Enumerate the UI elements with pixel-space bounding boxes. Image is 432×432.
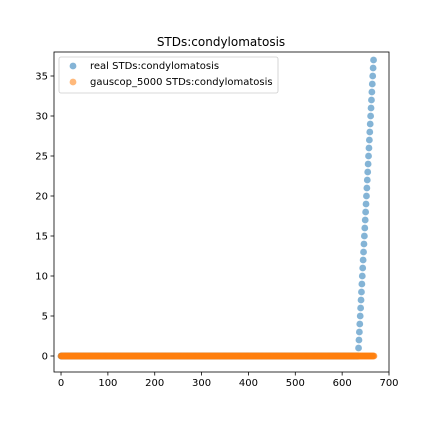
legend-marker-gauscop <box>69 78 77 86</box>
data-point <box>356 312 364 320</box>
data-point <box>370 352 378 360</box>
data-point <box>359 264 367 272</box>
data-point <box>365 152 372 160</box>
data-point <box>359 256 367 264</box>
legend-box <box>58 56 279 94</box>
y-tick-label: 35 <box>35 72 48 83</box>
x-tick-label: 500 <box>286 378 305 389</box>
data-point <box>361 216 369 224</box>
y-tick-label: 0 <box>42 352 48 363</box>
data-point <box>366 120 374 128</box>
data-point <box>355 336 363 344</box>
data-point <box>366 128 374 136</box>
data-point <box>361 224 369 232</box>
series-1 <box>57 352 378 360</box>
plot-frame <box>53 51 390 373</box>
y-tick-label: 30 <box>35 112 48 123</box>
y-tick-label: 10 <box>35 272 48 283</box>
x-tick-label: 200 <box>145 378 164 389</box>
y-axis: 0 5 10 15 20 25 30 35 <box>35 72 54 363</box>
data-point <box>355 344 362 352</box>
data-point <box>365 144 373 152</box>
data-point <box>370 56 377 64</box>
data-point <box>365 136 373 144</box>
data-point <box>357 296 365 304</box>
x-tick-label: 600 <box>333 378 352 389</box>
data-point <box>360 232 368 240</box>
data-point <box>369 64 377 72</box>
data-point <box>369 72 377 80</box>
y-tick-label: 15 <box>35 232 48 243</box>
data-point <box>360 240 368 248</box>
y-tick-label: 20 <box>35 192 48 203</box>
data-point <box>363 192 370 200</box>
x-axis: 0 100 200 300 400 500 600 700 <box>58 372 399 389</box>
data-point <box>368 88 376 96</box>
x-tick-label: 700 <box>379 378 398 389</box>
legend-marker-real <box>69 62 77 70</box>
data-point <box>364 160 372 168</box>
legend-label-real: real STDs:condylomatosis <box>90 61 219 72</box>
data-point <box>358 280 366 288</box>
data-point <box>356 320 364 328</box>
data-point <box>368 96 375 104</box>
data-point <box>363 184 371 192</box>
data-point <box>368 80 376 88</box>
data-point <box>367 112 375 120</box>
x-tick-label: 300 <box>192 378 211 389</box>
data-point <box>355 328 363 336</box>
x-tick-label: 100 <box>98 378 117 389</box>
data-point <box>362 200 370 208</box>
x-tick-label: 0 <box>58 378 64 389</box>
data-point <box>364 168 372 176</box>
y-tick-label: 5 <box>42 312 48 323</box>
chart-title: STDs:condylomatosis <box>157 35 285 49</box>
x-tick-label: 400 <box>239 378 258 389</box>
data-point <box>357 304 365 312</box>
data-point <box>362 208 370 216</box>
data-point <box>367 104 375 112</box>
data-point <box>363 176 371 184</box>
legend: real STDs:condylomatosis gauscop_5000 ST… <box>58 56 279 94</box>
data-point <box>358 272 366 280</box>
legend-label-gauscop: gauscop_5000 STDs:condylomatosis <box>90 77 273 88</box>
points-layer <box>57 56 378 360</box>
y-tick-label: 25 <box>35 152 48 163</box>
data-point <box>358 288 365 296</box>
data-point <box>360 248 367 256</box>
